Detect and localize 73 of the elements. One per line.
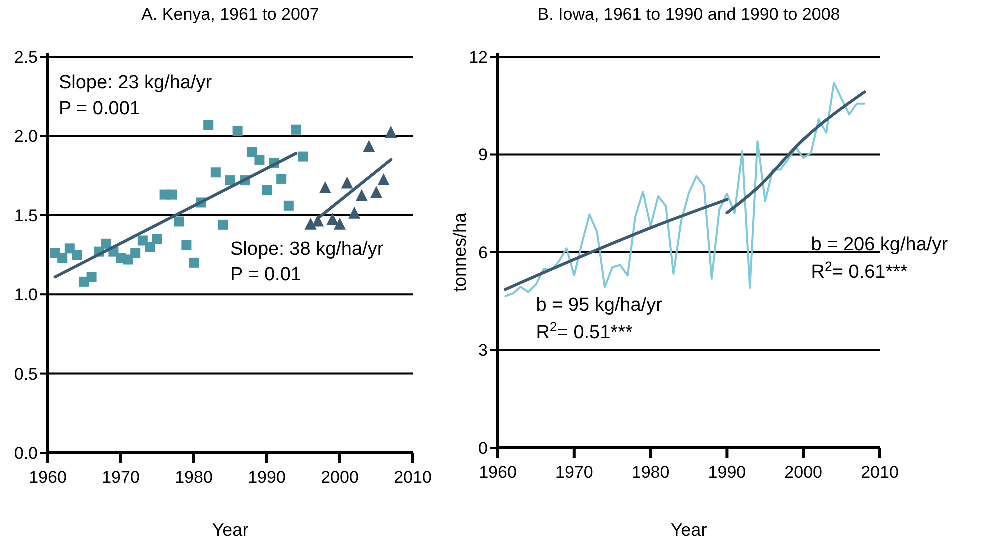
point <box>385 126 398 138</box>
y-tick-label: 1.0 <box>14 286 38 305</box>
x-axis-title: Year <box>212 520 249 540</box>
line-series <box>726 90 866 215</box>
point <box>130 248 141 258</box>
x-tick-label: 1990 <box>248 468 286 487</box>
point <box>304 218 317 230</box>
x-axis-title: Year <box>670 520 708 540</box>
point <box>291 124 302 135</box>
point <box>101 238 112 249</box>
y-tick-label: 9 <box>478 146 488 165</box>
x-tick-label: 2000 <box>784 463 823 482</box>
y-tick-label: 6 <box>478 243 488 262</box>
x-tick-label: 1960 <box>29 468 67 487</box>
point <box>370 186 382 198</box>
annotation: b = 206 kg/ha/yr <box>811 234 949 256</box>
annotation: R$^{2}$= 0.51*** <box>536 319 634 344</box>
line-series <box>504 198 729 292</box>
point <box>123 254 134 265</box>
point <box>298 152 308 162</box>
y-tick-label: 2.0 <box>14 127 38 146</box>
point <box>86 272 97 282</box>
point <box>254 154 265 165</box>
y-tick-label: 0.0 <box>14 444 38 463</box>
point <box>72 250 82 260</box>
point <box>356 189 368 202</box>
annotation: Slope: 38 kg/ha/yr <box>230 239 384 260</box>
point <box>226 176 236 186</box>
chart-title: A. Kenya, 1961 to 2007 <box>142 5 320 24</box>
annotation: Slope: 23 kg/ha/yr <box>58 72 213 94</box>
y-tick-label: 12 <box>469 48 488 67</box>
annotation: P = 0.01 <box>230 264 302 286</box>
y-tick-label: 3 <box>478 341 488 360</box>
point <box>334 218 346 230</box>
x-tick-label: 1990 <box>708 463 746 482</box>
point <box>319 181 332 194</box>
x-tick-label: 1960 <box>479 463 517 482</box>
point <box>210 168 221 178</box>
x-tick-label: 2010 <box>394 468 432 487</box>
x-tick-label: 1980 <box>632 463 670 482</box>
point <box>247 147 258 158</box>
y-axis-title: tonnes/ha <box>450 212 470 292</box>
annotation: R$^{2}$= 0.61*** <box>811 258 909 283</box>
point <box>167 190 178 200</box>
x-tick-label: 2010 <box>861 463 899 482</box>
point <box>232 126 243 136</box>
annotation: P = 0.001 <box>58 98 140 120</box>
y-tick-label: 1.5 <box>14 206 38 226</box>
x-tick-label: 1980 <box>175 468 213 487</box>
point <box>262 185 272 196</box>
point <box>326 213 339 226</box>
point <box>189 258 199 268</box>
point <box>152 234 162 244</box>
y-tick-label: 0.5 <box>14 364 38 384</box>
annotation: b = 95 kg/ha/yr <box>536 295 664 316</box>
point <box>276 174 287 184</box>
point <box>341 176 354 189</box>
x-tick-label: 2000 <box>321 468 359 487</box>
point <box>182 240 192 250</box>
point <box>218 220 228 230</box>
point <box>378 174 390 186</box>
point <box>58 253 68 264</box>
y-tick-label: 0 <box>478 438 488 458</box>
point <box>174 216 184 227</box>
chart-title: B. Iowa, 1961 to 1990 and 1990 to 2008 <box>538 5 840 24</box>
point <box>348 206 361 219</box>
x-tick-label: 1970 <box>102 468 140 487</box>
point <box>204 120 214 130</box>
y-tick-label: 2.5 <box>14 48 38 67</box>
point <box>363 140 376 152</box>
x-tick-label: 1970 <box>555 463 594 482</box>
point <box>284 200 294 211</box>
point <box>145 242 156 252</box>
